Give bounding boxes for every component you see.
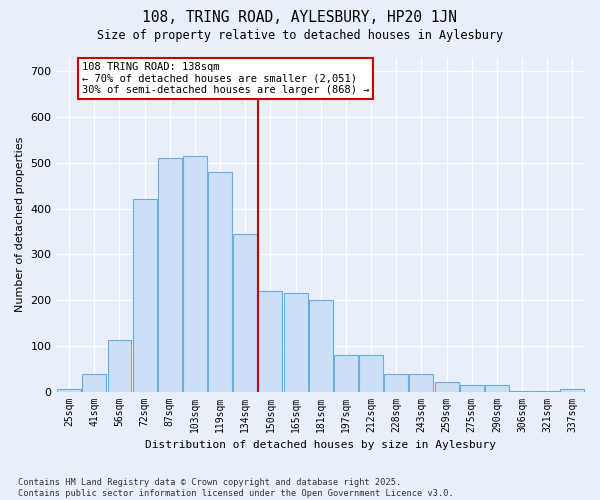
Bar [82, 374, 106, 392]
Bar [107, 340, 131, 392]
Bar [284, 293, 308, 392]
Bar [309, 300, 333, 392]
Bar [259, 291, 283, 392]
Bar [57, 390, 81, 392]
Bar [208, 172, 232, 392]
Bar [233, 234, 257, 392]
Text: 108 TRING ROAD: 138sqm
← 70% of detached houses are smaller (2,051)
30% of semi-: 108 TRING ROAD: 138sqm ← 70% of detached… [82, 62, 369, 96]
Bar [158, 158, 182, 392]
Bar [485, 384, 509, 392]
Bar [460, 384, 484, 392]
Y-axis label: Number of detached properties: Number of detached properties [15, 137, 25, 312]
Bar [434, 382, 458, 392]
Text: Size of property relative to detached houses in Aylesbury: Size of property relative to detached ho… [97, 28, 503, 42]
Text: 108, TRING ROAD, AYLESBURY, HP20 1JN: 108, TRING ROAD, AYLESBURY, HP20 1JN [143, 10, 458, 25]
Bar [535, 390, 559, 392]
Bar [334, 355, 358, 392]
Bar [359, 355, 383, 392]
Bar [560, 390, 584, 392]
X-axis label: Distribution of detached houses by size in Aylesbury: Distribution of detached houses by size … [145, 440, 496, 450]
Bar [510, 390, 534, 392]
Text: Contains HM Land Registry data © Crown copyright and database right 2025.
Contai: Contains HM Land Registry data © Crown c… [18, 478, 454, 498]
Bar [183, 156, 207, 392]
Bar [409, 374, 433, 392]
Bar [385, 374, 408, 392]
Bar [133, 200, 157, 392]
